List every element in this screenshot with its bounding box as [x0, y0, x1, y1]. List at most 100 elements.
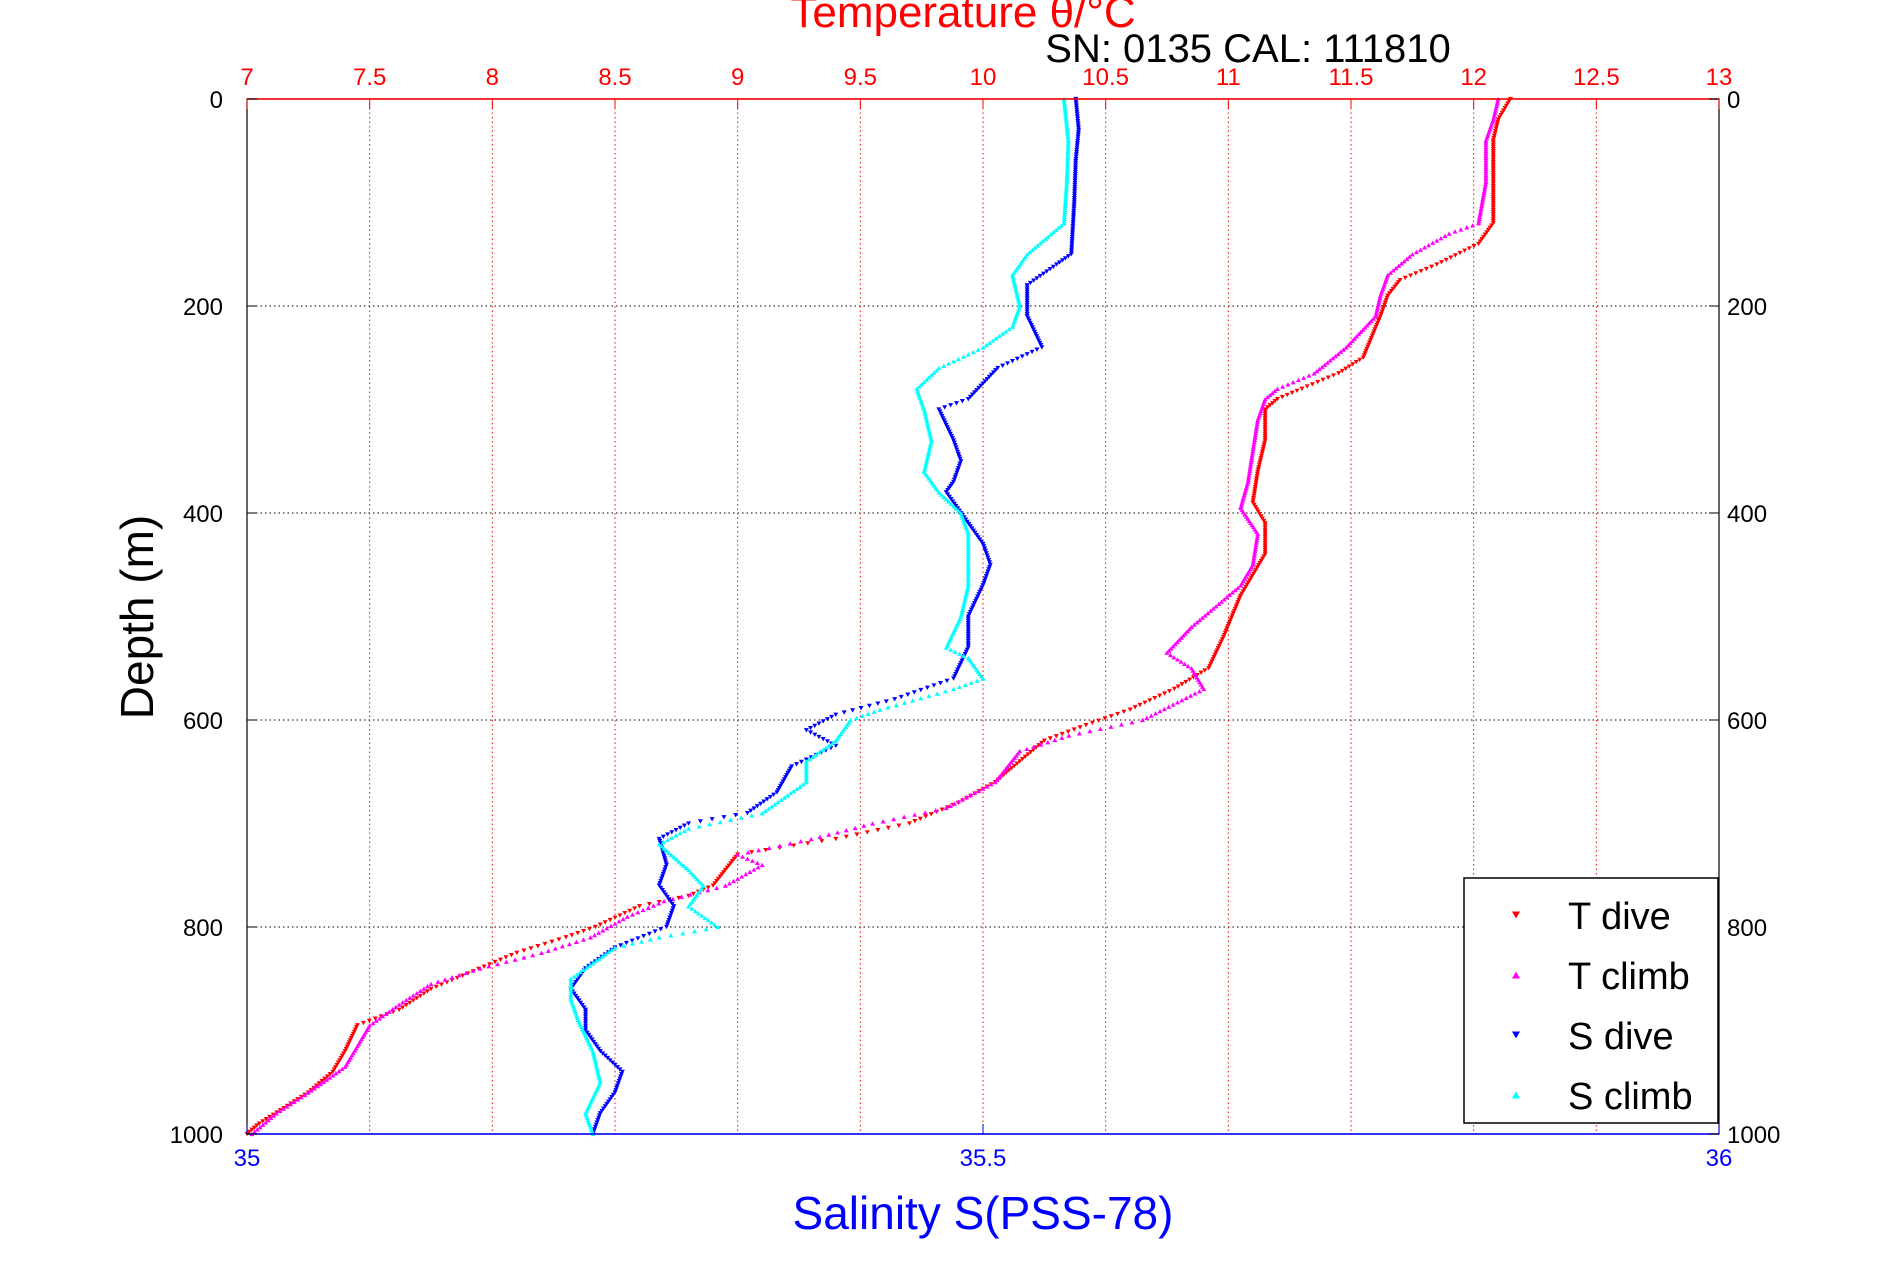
- data-point: [327, 1072, 333, 1077]
- data-point: [1047, 267, 1053, 272]
- data-point: [660, 839, 666, 845]
- data-point: [1003, 329, 1009, 334]
- data-point: [709, 817, 715, 822]
- data-point: [1045, 234, 1051, 239]
- data-point: [1239, 591, 1245, 596]
- data-point: [813, 752, 819, 757]
- data-point: [640, 907, 646, 913]
- data-point: [658, 878, 664, 884]
- data-point: [1252, 433, 1258, 438]
- data-point: [853, 715, 859, 721]
- data-point: [1064, 175, 1070, 180]
- data-point: [635, 910, 641, 915]
- data-point: [1241, 494, 1247, 500]
- data-point: [1064, 170, 1070, 176]
- data-point: [1072, 169, 1078, 175]
- data-point: [731, 878, 737, 884]
- data-point: [1373, 311, 1379, 317]
- data-point: [308, 1088, 314, 1093]
- data-point: [1490, 207, 1496, 213]
- data-point: [1353, 360, 1359, 365]
- data-point: [1261, 518, 1267, 524]
- data-point: [1045, 740, 1051, 745]
- data-point: [735, 876, 741, 881]
- data-point: [719, 872, 725, 877]
- data-point: [1053, 227, 1059, 233]
- data-point: [803, 773, 809, 778]
- data-point: [1238, 593, 1244, 598]
- data-point: [1480, 197, 1486, 202]
- data-point: [1059, 735, 1065, 740]
- data-point: [1325, 375, 1331, 380]
- data-point: [925, 425, 931, 430]
- data-point: [1006, 768, 1012, 773]
- data-point: [1495, 99, 1501, 104]
- data-point: [683, 865, 689, 871]
- data-point: [1148, 713, 1154, 718]
- data-point: [1493, 126, 1499, 132]
- data-point: [597, 1049, 603, 1054]
- data-point: [1490, 179, 1496, 184]
- data-point: [590, 961, 596, 966]
- data-point: [512, 957, 518, 962]
- data-point: [1215, 646, 1221, 651]
- data-point: [661, 869, 667, 874]
- data-point: [1482, 183, 1488, 189]
- data-point: [1166, 704, 1172, 709]
- data-point: [1223, 628, 1229, 633]
- data-point: [965, 576, 971, 581]
- data-point: [1320, 377, 1326, 383]
- data-point: [875, 827, 881, 833]
- data-point: [1251, 571, 1257, 577]
- data-point: [1072, 180, 1078, 186]
- data-point: [957, 456, 963, 462]
- data-point: [972, 390, 978, 395]
- data-point: [835, 830, 841, 835]
- data-point: [1476, 216, 1482, 222]
- data-point: [1311, 371, 1317, 376]
- data-point: [421, 986, 427, 991]
- data-point: [1289, 390, 1295, 396]
- data-point: [1249, 455, 1255, 460]
- data-point: [961, 653, 967, 659]
- data-point: [1413, 249, 1419, 255]
- data-point: [428, 981, 434, 987]
- data-point: [339, 1053, 345, 1058]
- data-point: [1373, 325, 1379, 330]
- data-point: [1490, 199, 1496, 204]
- data-point: [1383, 298, 1389, 303]
- data-point: [1186, 626, 1192, 632]
- data-point: [1490, 168, 1496, 174]
- data-point: [1062, 203, 1068, 208]
- data-point: [677, 830, 683, 836]
- data-point: [677, 825, 683, 831]
- data-point: [665, 920, 671, 925]
- data-point: [1059, 731, 1065, 737]
- data-point: [918, 687, 924, 693]
- data-point: [1252, 551, 1258, 556]
- data-point: [987, 562, 993, 567]
- data-point: [1254, 476, 1260, 481]
- data-point: [962, 596, 968, 601]
- data-point: [1254, 535, 1260, 541]
- data-point: [1490, 144, 1496, 150]
- data-point: [580, 967, 586, 973]
- data-point: [246, 1129, 252, 1135]
- legend-marker: [1512, 1031, 1520, 1039]
- data-point: [410, 993, 416, 998]
- data-point: [980, 676, 986, 681]
- data-point: [936, 365, 942, 371]
- data-point: [875, 701, 881, 706]
- data-point: [1075, 125, 1081, 131]
- data-point: [584, 1030, 590, 1035]
- data-point: [967, 394, 973, 400]
- data-point: [665, 837, 671, 842]
- data-point: [1175, 684, 1181, 689]
- data-point: [933, 808, 939, 813]
- data-point: [1490, 166, 1496, 171]
- data-point: [596, 930, 602, 935]
- data-point: [1065, 144, 1071, 150]
- data-point: [583, 1023, 589, 1029]
- y-tick-label-left: 200: [183, 294, 223, 321]
- legend-label: T climb: [1568, 956, 1690, 998]
